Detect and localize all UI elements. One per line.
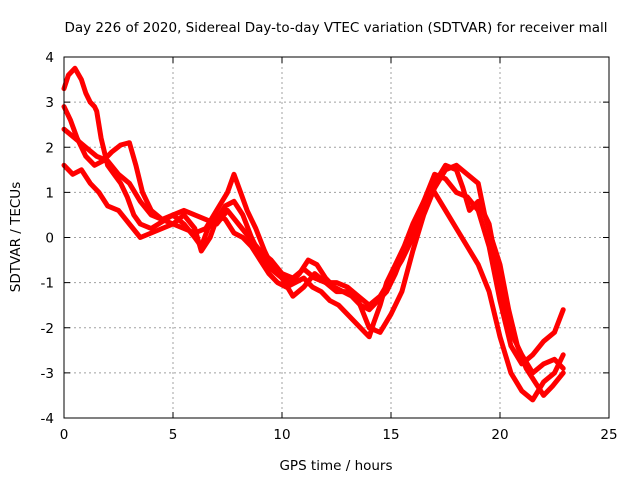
y-axis-label: SDTVAR / TECUs bbox=[8, 182, 24, 292]
x-tick-label: 25 bbox=[600, 427, 617, 443]
y-tick-label: -1 bbox=[41, 276, 54, 292]
y-tick-label: 0 bbox=[45, 231, 54, 247]
y-tick-label: -4 bbox=[41, 411, 54, 427]
chart-title: Day 226 of 2020, Sidereal Day-to-day VTE… bbox=[64, 20, 607, 36]
data-series bbox=[61, 65, 566, 403]
x-tick-label: 20 bbox=[491, 427, 508, 443]
x-tick-labels: 0 5 10 15 20 25 bbox=[60, 427, 618, 443]
y-tick-label: 1 bbox=[45, 185, 54, 201]
y-tick-label: 4 bbox=[45, 50, 54, 66]
y-tick-labels: -4 -3 -2 -1 0 1 2 3 4 bbox=[41, 50, 54, 427]
x-tick-label: 10 bbox=[273, 427, 290, 443]
x-tick-label: 15 bbox=[382, 427, 399, 443]
x-tick-label: 0 bbox=[60, 427, 69, 443]
y-tick-label: -3 bbox=[41, 366, 54, 382]
axis-ticks bbox=[63, 56, 610, 419]
y-tick-label: 3 bbox=[45, 95, 54, 111]
x-axis-label: GPS time / hours bbox=[279, 458, 392, 474]
y-tick-label: 2 bbox=[45, 140, 54, 156]
series-line-s4 bbox=[61, 126, 566, 376]
x-tick-label: 5 bbox=[169, 427, 178, 443]
y-tick-label: -2 bbox=[41, 321, 54, 337]
grid-lines bbox=[64, 57, 609, 418]
